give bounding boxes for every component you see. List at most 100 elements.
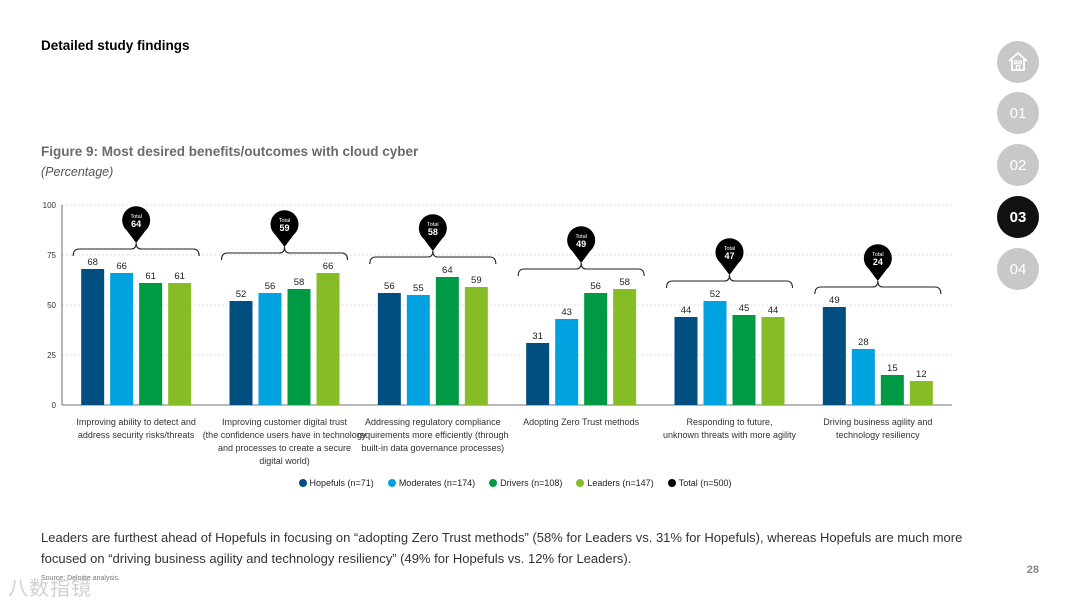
y-tick-label: 50 <box>47 301 56 310</box>
total-bracket <box>814 280 942 295</box>
bar-2 <box>851 349 875 405</box>
bar-value-label: 58 <box>619 277 630 288</box>
nav-section-01[interactable]: 01 <box>997 92 1039 134</box>
total-bracket <box>220 246 349 261</box>
legend-label: Drivers (n=108) <box>500 478 563 488</box>
bar-3 <box>435 277 459 405</box>
x-category-label: Improving ability to detect and <box>76 417 196 427</box>
legend-label: Hopefuls (n=71) <box>309 478 374 488</box>
bar-4 <box>316 273 340 405</box>
x-category-label: (the confidence users have in technology <box>203 430 367 440</box>
bar-3 <box>287 289 311 405</box>
total-marker <box>715 238 744 275</box>
bar-4 <box>909 381 933 405</box>
legend-item-moderates: Moderates (n=174) <box>387 478 476 488</box>
bar-4 <box>168 283 192 405</box>
bar-1 <box>822 307 846 405</box>
bar-value-label: 59 <box>471 275 482 286</box>
bar-value-label: 43 <box>561 307 572 318</box>
bar-1 <box>81 269 105 405</box>
bar-value-label: 61 <box>145 271 156 282</box>
bar-value-label: 56 <box>590 281 601 292</box>
total-marker <box>122 206 151 243</box>
bar-2 <box>555 319 579 405</box>
total-marker-value: 49 <box>576 239 586 249</box>
bar-4 <box>464 287 488 405</box>
x-category-label: Addressing regulatory compliance <box>365 417 501 427</box>
source-note: Source: Deloitte analysis. <box>41 575 120 582</box>
bar-value-label: 44 <box>681 305 692 316</box>
bar-value-label: 64 <box>442 265 453 276</box>
nav-section-02[interactable]: 02 <box>997 144 1039 186</box>
watermark-logo: 八数指镜 <box>8 578 92 600</box>
legend-swatch <box>387 479 396 487</box>
bar-2 <box>703 301 727 405</box>
total-bracket <box>665 274 794 289</box>
bar-value-label: 49 <box>829 295 840 306</box>
x-category-label: Adopting Zero Trust methods <box>523 417 640 427</box>
total-marker-value: 59 <box>279 223 289 233</box>
x-category-label: unknown threats with more agility <box>663 430 797 440</box>
x-category-label: requirements more efficiently (through <box>357 430 508 440</box>
y-tick-label: 25 <box>47 351 56 360</box>
bar-1 <box>674 317 698 405</box>
bar-2 <box>258 293 282 405</box>
bar-value-label: 66 <box>323 261 334 272</box>
x-category-label: technology resiliency <box>836 430 920 440</box>
bar-value-label: 12 <box>916 369 927 380</box>
bar-value-label: 56 <box>265 281 276 292</box>
bar-value-label: 15 <box>887 363 898 374</box>
bar-value-label: 66 <box>116 261 127 272</box>
x-category-label: address security risks/threats <box>78 430 195 440</box>
bar-value-label: 31 <box>532 331 543 342</box>
total-marker-label: Total <box>130 214 142 220</box>
bar-2 <box>406 295 430 405</box>
total-marker-label: Total <box>279 218 291 224</box>
legend-item-total: Total (n=500) <box>667 478 732 488</box>
legend-label: Total (n=500) <box>678 478 732 488</box>
total-marker <box>270 210 299 247</box>
y-tick-label: 0 <box>52 401 57 410</box>
total-marker-label: Total <box>872 252 884 258</box>
bar-3 <box>732 315 756 405</box>
x-category-label: digital world) <box>259 456 310 466</box>
legend-item-hopefuls: Hopefuls (n=71) <box>298 478 374 488</box>
legend-swatch <box>298 479 307 487</box>
bar-value-label: 45 <box>739 303 750 314</box>
nav-section-03[interactable]: 03 <box>997 196 1039 238</box>
x-category-label: Responding to future, <box>686 417 772 427</box>
legend-item-leaders: Leaders (n=147) <box>576 478 654 488</box>
x-category-label: Improving customer digital trust <box>222 417 348 427</box>
bar-value-label: 52 <box>236 289 247 300</box>
bar-value-label: 55 <box>413 283 424 294</box>
bar-value-label: 28 <box>858 337 869 348</box>
bar-1 <box>377 293 401 405</box>
bar-value-label: 68 <box>87 257 98 268</box>
total-bracket <box>517 262 645 277</box>
y-tick-label: 100 <box>43 201 57 210</box>
figure-subtitle: (Percentage) <box>41 165 114 179</box>
total-marker-value: 64 <box>131 219 141 229</box>
bar-value-label: 61 <box>174 271 185 282</box>
nav-section-04[interactable]: 04 <box>997 248 1039 290</box>
bar-3 <box>584 293 608 405</box>
bar-3 <box>139 283 163 405</box>
page-number: 28 <box>1026 564 1039 576</box>
bar-value-label: 52 <box>710 289 721 300</box>
total-marker <box>418 214 447 251</box>
bar-value-label: 44 <box>768 305 779 316</box>
figure-title: Figure 9: Most desired benefits/outcomes… <box>41 144 419 159</box>
nav-home-button[interactable] <box>997 41 1039 83</box>
y-tick-label: 75 <box>47 251 56 260</box>
legend-label: Leaders (n=147) <box>587 478 654 488</box>
legend-swatch <box>667 479 676 487</box>
total-marker-value: 24 <box>873 257 883 267</box>
total-marker-value: 47 <box>724 251 734 261</box>
legend-label: Moderates (n=174) <box>398 478 476 488</box>
bar-value-label: 56 <box>384 281 395 292</box>
legend-item-drivers: Drivers (n=108) <box>489 478 562 488</box>
total-marker-value: 58 <box>428 227 438 237</box>
x-category-label: built-in data governance processes) <box>362 443 505 453</box>
total-marker <box>863 244 892 281</box>
